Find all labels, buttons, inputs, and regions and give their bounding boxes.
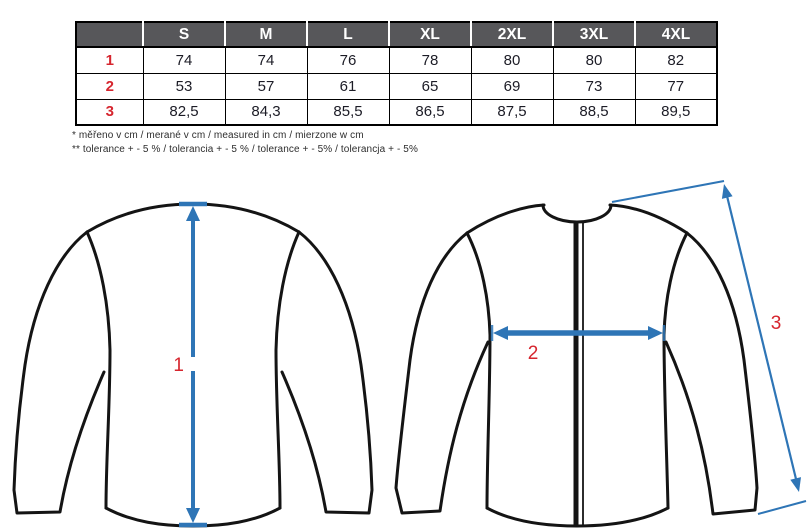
jacket-back-view-drawing xyxy=(12,202,374,528)
back-left-sleeve xyxy=(12,230,106,515)
size-value-cell: 85,5 xyxy=(306,98,390,126)
footnote-tolerance: ** tolerance + - 5 % / tolerancia + - 5 … xyxy=(72,143,418,155)
front-hem xyxy=(485,506,670,528)
front-left-torso-seam xyxy=(465,231,492,510)
front-top-edge-right xyxy=(608,203,689,235)
sleeve-arrow-shaft xyxy=(725,195,798,480)
size-column-header: 4XL xyxy=(634,22,717,48)
size-value-cell: 53 xyxy=(142,72,226,100)
length-dimension-arrow: 1 xyxy=(173,201,207,528)
length-arrowhead-down xyxy=(186,508,200,523)
size-value-cell: 74 xyxy=(224,46,308,74)
sleeve-arrowhead-down xyxy=(790,477,801,492)
size-column-header: L xyxy=(306,22,389,48)
length-arrowhead-up xyxy=(186,206,200,221)
size-value-cell: 77 xyxy=(634,72,718,100)
size-column-header: 2XL xyxy=(470,22,553,48)
sleeve-dimension-arrow: 3 xyxy=(611,180,807,515)
front-right-torso-seam xyxy=(662,231,689,510)
size-value-cell: 84,3 xyxy=(224,98,308,126)
size-value-cell: 69 xyxy=(470,72,554,100)
size-value-cell: 87,5 xyxy=(470,98,554,126)
length-dimension-label: 1 xyxy=(173,355,184,376)
measure-number-label: 1 xyxy=(75,46,144,74)
size-value-cell: 65 xyxy=(388,72,472,100)
size-column-header: S xyxy=(142,22,225,48)
size-value-cell: 73 xyxy=(552,72,636,100)
size-value-cell: 80 xyxy=(552,46,636,74)
sleeve-dimension-label: 3 xyxy=(771,313,782,334)
size-column-header: 3XL xyxy=(552,22,635,48)
measure-number-label: 3 xyxy=(75,98,144,126)
footnotes: * měřeno v cm / merané v cm / measured i… xyxy=(72,129,418,156)
footnote-measured: * měřeno v cm / merané v cm / measured i… xyxy=(72,130,364,141)
sleeve-arrowhead-up xyxy=(721,184,733,199)
size-table-row: 1 74 74 76 78 80 80 82 xyxy=(75,46,718,74)
size-table-row: 3 82,5 84,3 85,5 86,5 87,5 88,5 89,5 xyxy=(75,98,718,126)
size-value-cell: 82,5 xyxy=(142,98,226,126)
size-value-cell: 57 xyxy=(224,72,308,100)
size-value-cell: 61 xyxy=(306,72,390,100)
chest-arrowhead-left xyxy=(493,326,508,340)
back-left-torso-seam xyxy=(85,230,112,510)
size-table-header-row: S M L XL 2XL 3XL 4XL xyxy=(76,22,717,48)
jacket-measurement-diagram: 1 2 xyxy=(12,180,807,528)
size-table: S M L XL 2XL 3XL 4XL 1 74 74 76 78 80 80 82 2 53 57 61 65 6… xyxy=(75,21,718,126)
back-right-sleeve xyxy=(280,230,374,515)
size-value-cell: 82 xyxy=(634,46,718,74)
size-table-corner-cell xyxy=(76,22,143,48)
size-value-cell: 86,5 xyxy=(388,98,472,126)
size-column-header: XL xyxy=(388,22,471,48)
front-collar xyxy=(541,203,613,224)
size-table-body: 1 74 74 76 78 80 80 82 2 53 57 61 65 69 73 77 3 82,5 84,3 8… xyxy=(75,46,718,126)
chest-arrowhead-right xyxy=(648,326,663,340)
size-value-cell: 76 xyxy=(306,46,390,74)
size-value-cell: 80 xyxy=(470,46,554,74)
chest-dimension-arrow: 2 xyxy=(490,325,666,364)
size-value-cell: 74 xyxy=(142,46,226,74)
front-left-sleeve xyxy=(394,231,490,515)
jacket-front-view-drawing xyxy=(394,203,759,528)
sleeve-extension-line-top xyxy=(611,180,725,203)
size-column-header: M xyxy=(224,22,307,48)
chest-dimension-label: 2 xyxy=(528,343,539,364)
measure-number-label: 2 xyxy=(75,72,144,100)
front-right-sleeve xyxy=(664,231,759,516)
size-table-row: 2 53 57 61 65 69 73 77 xyxy=(75,72,718,100)
size-value-cell: 88,5 xyxy=(552,98,636,126)
back-right-torso-seam xyxy=(274,230,301,510)
front-top-edge-left xyxy=(465,203,546,235)
size-value-cell: 78 xyxy=(388,46,472,74)
size-value-cell: 89,5 xyxy=(634,98,718,126)
sleeve-extension-line-bottom xyxy=(757,500,807,515)
